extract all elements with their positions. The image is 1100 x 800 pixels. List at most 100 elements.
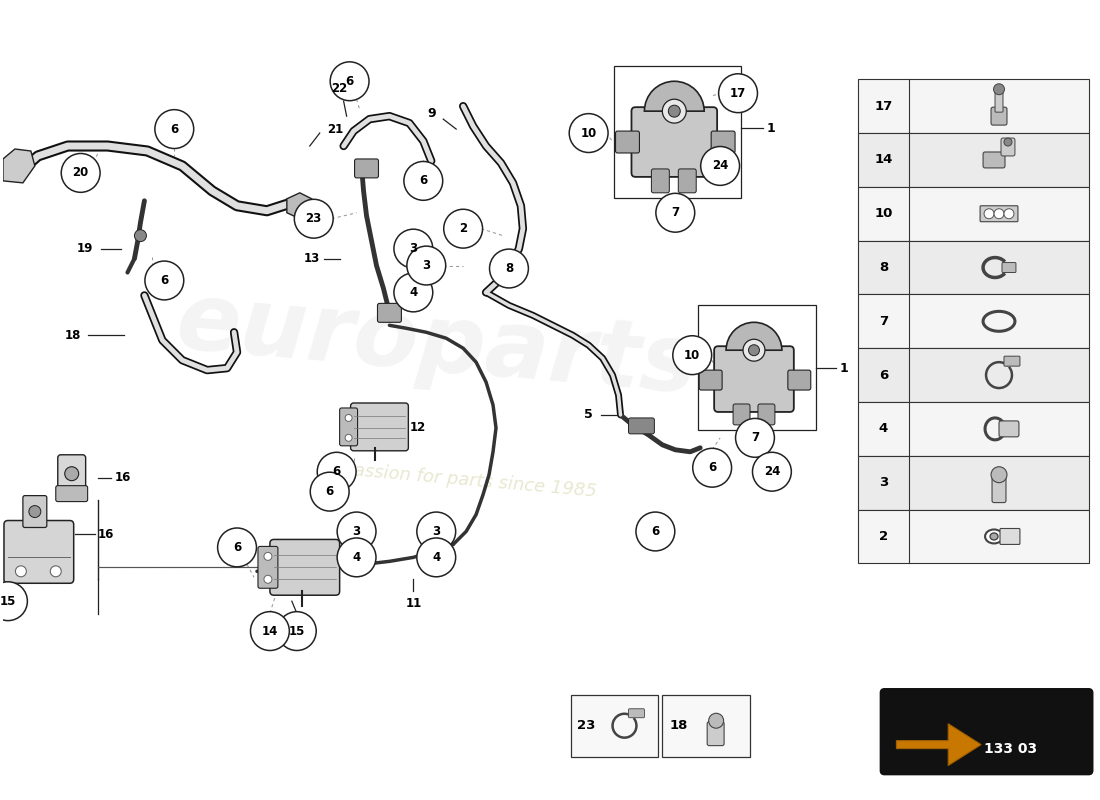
Bar (698, 306, 816, 430)
FancyBboxPatch shape (707, 722, 724, 746)
FancyBboxPatch shape (270, 539, 340, 595)
Circle shape (443, 210, 483, 248)
Circle shape (295, 199, 333, 238)
FancyBboxPatch shape (880, 689, 1092, 774)
Circle shape (701, 146, 739, 186)
Circle shape (310, 472, 349, 511)
Circle shape (404, 162, 442, 200)
Circle shape (394, 229, 432, 268)
Text: 15: 15 (288, 625, 305, 638)
Circle shape (0, 582, 28, 621)
Text: 18: 18 (64, 329, 80, 342)
Circle shape (662, 99, 686, 123)
FancyBboxPatch shape (996, 90, 1003, 112)
FancyBboxPatch shape (1002, 262, 1016, 273)
Circle shape (264, 575, 272, 583)
Text: 7: 7 (671, 206, 680, 219)
Text: 10: 10 (874, 207, 893, 220)
FancyBboxPatch shape (651, 169, 669, 193)
Circle shape (15, 566, 26, 577)
Text: 18: 18 (669, 719, 688, 732)
Ellipse shape (990, 533, 998, 540)
FancyBboxPatch shape (258, 546, 278, 588)
FancyBboxPatch shape (999, 421, 1019, 437)
Text: europarts: europarts (172, 277, 701, 414)
FancyBboxPatch shape (733, 404, 750, 425)
Text: 15: 15 (0, 594, 16, 608)
Text: 6: 6 (345, 74, 354, 88)
Bar (858, 456, 1089, 510)
FancyBboxPatch shape (991, 107, 1006, 125)
Circle shape (693, 448, 732, 487)
Circle shape (29, 506, 41, 518)
FancyBboxPatch shape (712, 131, 735, 153)
Text: 6: 6 (170, 122, 178, 135)
Text: 21: 21 (327, 122, 343, 135)
Circle shape (490, 249, 528, 288)
Circle shape (62, 154, 100, 192)
Text: 24: 24 (712, 159, 728, 173)
Text: 5: 5 (584, 409, 593, 422)
FancyBboxPatch shape (714, 346, 794, 412)
Text: 2: 2 (879, 530, 888, 543)
Circle shape (330, 62, 369, 101)
Circle shape (673, 336, 712, 374)
Circle shape (417, 538, 455, 577)
Text: 9: 9 (428, 106, 437, 120)
FancyBboxPatch shape (354, 159, 378, 178)
Circle shape (264, 552, 272, 560)
Circle shape (991, 466, 1006, 482)
Circle shape (984, 209, 994, 218)
Circle shape (218, 528, 256, 567)
Circle shape (736, 418, 774, 458)
FancyBboxPatch shape (980, 206, 1018, 222)
Text: 7: 7 (879, 315, 888, 328)
Text: 16: 16 (98, 528, 114, 541)
FancyBboxPatch shape (628, 709, 645, 718)
Text: 6: 6 (233, 541, 241, 554)
Circle shape (994, 209, 1004, 218)
FancyBboxPatch shape (992, 477, 1007, 502)
Text: 11: 11 (405, 598, 421, 610)
FancyBboxPatch shape (340, 408, 358, 446)
Text: a passion for parts since 1985: a passion for parts since 1985 (324, 459, 597, 501)
Circle shape (277, 612, 316, 650)
FancyBboxPatch shape (628, 418, 654, 434)
Bar (858, 241, 1089, 294)
Bar (662, 695, 750, 757)
Circle shape (394, 273, 432, 312)
Text: 23: 23 (578, 719, 596, 732)
Text: 3: 3 (352, 525, 361, 538)
Polygon shape (3, 149, 35, 183)
Bar (858, 187, 1089, 241)
FancyBboxPatch shape (1000, 529, 1020, 545)
Text: 133 03: 133 03 (984, 742, 1037, 756)
Circle shape (1004, 138, 1012, 146)
Text: 23: 23 (306, 212, 322, 226)
Circle shape (407, 246, 446, 285)
Circle shape (317, 452, 356, 491)
Text: 2: 2 (459, 222, 468, 235)
Text: 12: 12 (409, 422, 426, 434)
Circle shape (345, 414, 352, 422)
Text: 14: 14 (262, 625, 278, 638)
FancyBboxPatch shape (616, 131, 639, 153)
Bar (858, 510, 1089, 563)
Wedge shape (645, 82, 704, 111)
Bar (858, 294, 1089, 348)
Text: 19: 19 (76, 242, 92, 255)
FancyBboxPatch shape (4, 521, 74, 583)
Text: 10: 10 (684, 349, 701, 362)
Polygon shape (287, 193, 311, 218)
Text: 1: 1 (767, 122, 775, 134)
Circle shape (155, 110, 194, 149)
Text: 4: 4 (879, 422, 888, 435)
Text: 6: 6 (879, 369, 888, 382)
FancyBboxPatch shape (58, 454, 86, 493)
Text: 6: 6 (419, 174, 428, 187)
FancyBboxPatch shape (377, 303, 402, 322)
FancyBboxPatch shape (1001, 138, 1015, 156)
Bar (858, 402, 1089, 456)
Circle shape (337, 538, 376, 577)
Text: 3: 3 (432, 525, 440, 538)
